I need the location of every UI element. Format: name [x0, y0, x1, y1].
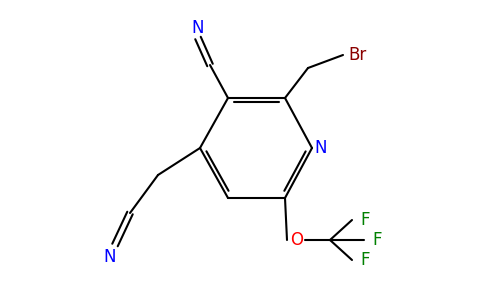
Text: N: N — [192, 19, 204, 37]
Text: F: F — [360, 211, 370, 229]
Text: O: O — [290, 231, 303, 249]
Text: F: F — [372, 231, 382, 249]
Text: N: N — [315, 139, 327, 157]
Text: Br: Br — [349, 46, 367, 64]
Text: F: F — [360, 251, 370, 269]
Text: N: N — [104, 248, 116, 266]
